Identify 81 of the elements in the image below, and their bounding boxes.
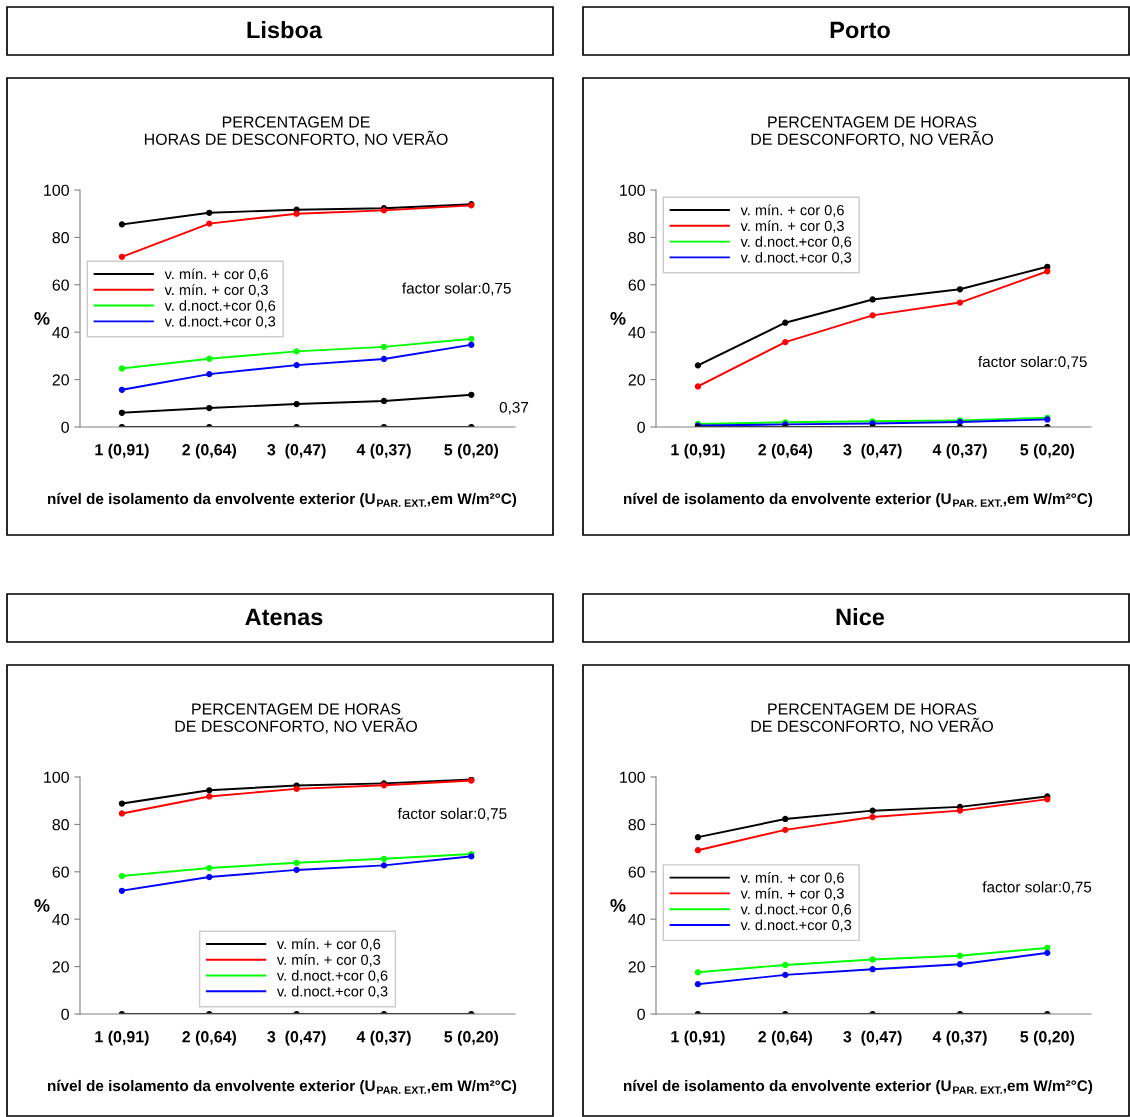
y-tick-label: 20 bbox=[52, 961, 69, 973]
y-tick-label: 100 bbox=[44, 771, 69, 783]
y-tick-label: 40 bbox=[628, 913, 645, 926]
x-tick-label: 4 (0,37) bbox=[356, 1030, 411, 1046]
chart-title: Porto bbox=[830, 21, 890, 39]
legend-label: v. mín. + cor 0,6 bbox=[740, 871, 844, 885]
legend-label: v. mín. + cor 0,6 bbox=[164, 268, 268, 281]
x-axis-title: nível de isolamento da envolvente exterior (UPAR. EXT.,em W/m²°C) bbox=[48, 492, 517, 508]
y-tick-label: 60 bbox=[52, 866, 69, 878]
legend-label: v. d.noct.+cor 0,3 bbox=[740, 919, 852, 932]
y-tick-label: 80 bbox=[52, 819, 69, 831]
x-tick-label: 1 (0,91) bbox=[95, 1030, 149, 1046]
y-tick-label: 100 bbox=[44, 184, 69, 196]
x-tick-label: 4 (0,37) bbox=[932, 1030, 987, 1046]
x-axis-title: nível de isolamento da envolvente exterior (UPAR. EXT.,em W/m²°C) bbox=[48, 1079, 517, 1095]
legend-label: v. d.noct.+cor 0,3 bbox=[740, 251, 852, 265]
legend-label: v. mín. + cor 0,6 bbox=[740, 204, 844, 218]
chart-title: Atenas bbox=[245, 608, 323, 626]
x-tick-label: 4 (0,37) bbox=[356, 443, 411, 459]
y-tick-label: 60 bbox=[628, 279, 645, 291]
y-tick-label: 20 bbox=[52, 374, 69, 386]
x-tick-label: 4 (0,37) bbox=[932, 443, 987, 459]
chart-subtitle: PERCENTAGEM DE HORAS DE DESCONFORTO, NO VERÃO bbox=[175, 703, 417, 734]
x-tick-label: 2 (0,64) bbox=[182, 1030, 237, 1046]
legend-label: v. mín. + cor 0,6 bbox=[276, 938, 381, 951]
legend-label: v. d.noct.+cor 0,3 bbox=[164, 315, 276, 329]
x-tick-label: 2 (0,64) bbox=[182, 443, 237, 459]
x-tick-label: 1 (0,91) bbox=[95, 443, 149, 459]
chart-subtitle: PERCENTAGEM DE HORAS DE DESCONFORTO, NO VERÃO bbox=[751, 703, 993, 734]
x-axis-title: nível de isolamento da envolvente exterior (UPAR. EXT.,em W/m²°C) bbox=[624, 1079, 1093, 1095]
y-tick-label: 40 bbox=[52, 326, 69, 339]
y-tick-label: 0 bbox=[61, 421, 69, 433]
x-tick-label: 3 (0,47) bbox=[843, 1030, 902, 1046]
annotation: factor solar:0,75 bbox=[982, 881, 1092, 895]
y-tick-label: 40 bbox=[52, 913, 69, 926]
annotation: factor solar:0,75 bbox=[402, 282, 511, 296]
x-tick-label: 3 (0,47) bbox=[267, 443, 326, 459]
x-tick-label: 5 (0,20) bbox=[1020, 443, 1075, 459]
y-axis-title: % bbox=[610, 312, 626, 325]
y-tick-label: 100 bbox=[620, 184, 645, 196]
annotation: factor solar:0,75 bbox=[397, 807, 507, 821]
y-tick-label: 60 bbox=[52, 279, 69, 291]
y-tick-label: 20 bbox=[628, 374, 645, 386]
y-axis-title: % bbox=[34, 312, 50, 325]
y-tick-label: 60 bbox=[628, 866, 645, 878]
y-tick-label: 80 bbox=[628, 232, 645, 244]
y-tick-label: 0 bbox=[61, 1008, 69, 1020]
x-tick-label: 5 (0,20) bbox=[444, 1030, 499, 1046]
x-tick-label: 3 (0,47) bbox=[267, 1030, 326, 1046]
x-tick-label: 3 (0,47) bbox=[843, 443, 902, 459]
x-tick-label: 1 (0,91) bbox=[671, 443, 725, 459]
legend-label: v. d.noct.+cor 0,6 bbox=[740, 903, 852, 917]
x-axis-title: nível de isolamento da envolvente exterior (UPAR. EXT.,em W/m²°C) bbox=[624, 492, 1093, 508]
legend-label: v. d.noct.+cor 0,6 bbox=[740, 236, 852, 249]
legend-label: v. mín. + cor 0,3 bbox=[164, 284, 268, 297]
x-tick-label: 2 (0,64) bbox=[758, 443, 813, 459]
annotation: 0,37 bbox=[499, 401, 529, 415]
y-tick-label: 80 bbox=[628, 819, 645, 831]
y-axis-title: % bbox=[34, 899, 50, 912]
chart-subtitle: PERCENTAGEM DE HORAS DE DESCONFORTO, NO VERÃO bbox=[144, 116, 448, 147]
legend-label: v. d.noct.+cor 0,6 bbox=[276, 970, 388, 983]
chart-title: Lisboa bbox=[247, 21, 323, 39]
chart-title: Nice bbox=[836, 607, 885, 626]
y-axis-title: % bbox=[610, 899, 626, 912]
chart-subtitle: PERCENTAGEM DE HORAS DE DESCONFORTO, NO VERÃO bbox=[751, 116, 993, 147]
x-tick-label: 5 (0,20) bbox=[1020, 1030, 1075, 1046]
y-tick-label: 40 bbox=[628, 326, 645, 339]
x-tick-label: 2 (0,64) bbox=[758, 1030, 813, 1046]
y-tick-label: 80 bbox=[52, 232, 69, 244]
legend-label: v. mín. + cor 0,3 bbox=[276, 954, 381, 967]
y-tick-label: 0 bbox=[637, 421, 645, 433]
legend-label: v. d.noct.+cor 0,3 bbox=[276, 985, 388, 999]
y-tick-label: 100 bbox=[620, 771, 645, 783]
x-tick-label: 5 (0,20) bbox=[444, 443, 499, 459]
legend-label: v. mín. + cor 0,3 bbox=[740, 220, 844, 233]
legend-label: v. d.noct.+cor 0,6 bbox=[164, 300, 276, 313]
y-tick-label: 20 bbox=[628, 961, 645, 973]
y-tick-label: 0 bbox=[637, 1008, 645, 1020]
annotation: factor solar:0,75 bbox=[978, 355, 1087, 369]
x-tick-label: 1 (0,91) bbox=[671, 1030, 725, 1046]
legend-label: v. mín. + cor 0,3 bbox=[740, 887, 844, 901]
